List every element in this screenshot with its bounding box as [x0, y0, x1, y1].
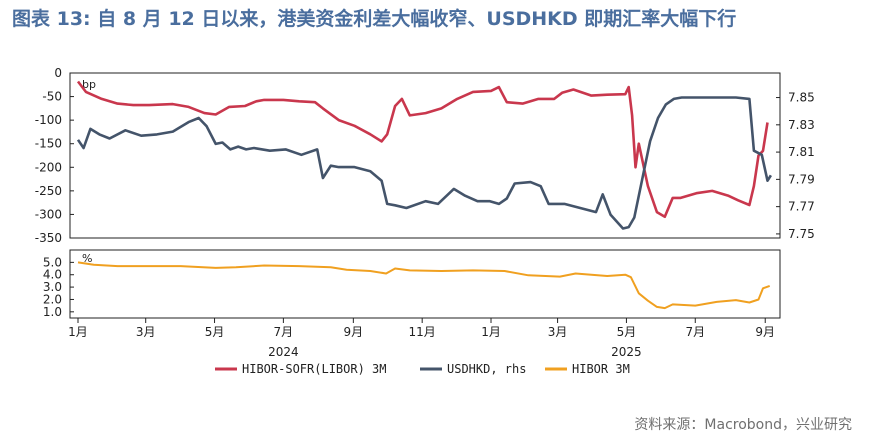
x-tick-label: 1月	[68, 325, 88, 339]
usdhkd-line	[76, 96, 773, 230]
left-tick-label: 0	[54, 66, 62, 80]
left-tick-label: -150	[35, 137, 62, 151]
upper-axes: 0 -50 -100 -150 -200 -250 -300 -350 bp 7.85 7.83 7.…	[35, 66, 815, 245]
lower-frame	[69, 249, 781, 319]
left-tick-label: -50	[42, 90, 62, 104]
left-unit-label: bp	[82, 78, 96, 91]
x-axis: 1月 3月 5月 7月 9月 11月 1月 3月 5月 7月 9月 2024 2025	[68, 318, 775, 359]
hibor-sofr-line	[76, 80, 769, 219]
x-tick-label: 9月	[344, 325, 364, 339]
lower-axes: 5.04.03.02.01.0%	[43, 249, 781, 319]
x-tick-label: 7月	[685, 325, 705, 339]
lower-tick-label: 1.0	[43, 305, 62, 319]
right-tick-label: 7.83	[788, 118, 815, 132]
right-tick-label: 7.75	[788, 227, 815, 241]
right-tick-label: 7.77	[788, 200, 815, 214]
x-year-label: 2024	[268, 345, 299, 359]
x-tick-label: 3月	[548, 325, 568, 339]
left-tick-label: -100	[35, 113, 62, 127]
upper-frame	[69, 72, 781, 239]
source-note: 资料来源：Macrobond，兴业研究	[634, 417, 852, 433]
lower-tick-label: 4.0	[43, 268, 62, 282]
x-tick-label: 3月	[136, 325, 156, 339]
x-tick-label: 9月	[755, 325, 775, 339]
legend-label: USDHKD, rhs	[447, 362, 526, 376]
right-tick-label: 7.85	[788, 91, 815, 105]
right-tick-label: 7.81	[788, 145, 815, 159]
series-lines	[76, 80, 773, 310]
legend-label: HIBOR 3M	[572, 362, 630, 376]
left-tick-label: -200	[35, 160, 62, 174]
right-tick-label: 7.79	[788, 172, 815, 186]
hibor-3m-line	[77, 261, 771, 310]
left-tick-label: -250	[35, 184, 62, 198]
x-tick-label: 7月	[274, 325, 294, 339]
chart-title: 图表 13: 自 8 月 12 日以来，港美资金利差大幅收窄、USDHKD 即期…	[12, 8, 737, 30]
x-year-label: 2025	[611, 345, 642, 359]
left-tick-label: -300	[35, 207, 62, 221]
lower-tick-label: 5.0	[43, 255, 62, 269]
x-tick-label: 5月	[205, 325, 225, 339]
legend-label: HIBOR-SOFR(LIBOR) 3M	[242, 362, 387, 376]
x-tick-label: 11月	[409, 325, 436, 339]
lower-tick-label: 3.0	[43, 280, 62, 294]
lower-unit-label: %	[82, 252, 92, 265]
left-tick-label: -350	[35, 231, 62, 245]
legend: HIBOR-SOFR(LIBOR) 3M USDHKD, rhs HIBOR 3M	[215, 362, 630, 376]
x-tick-label: 5月	[617, 325, 637, 339]
x-tick-label: 1月	[481, 325, 501, 339]
lower-tick-label: 2.0	[43, 292, 62, 306]
